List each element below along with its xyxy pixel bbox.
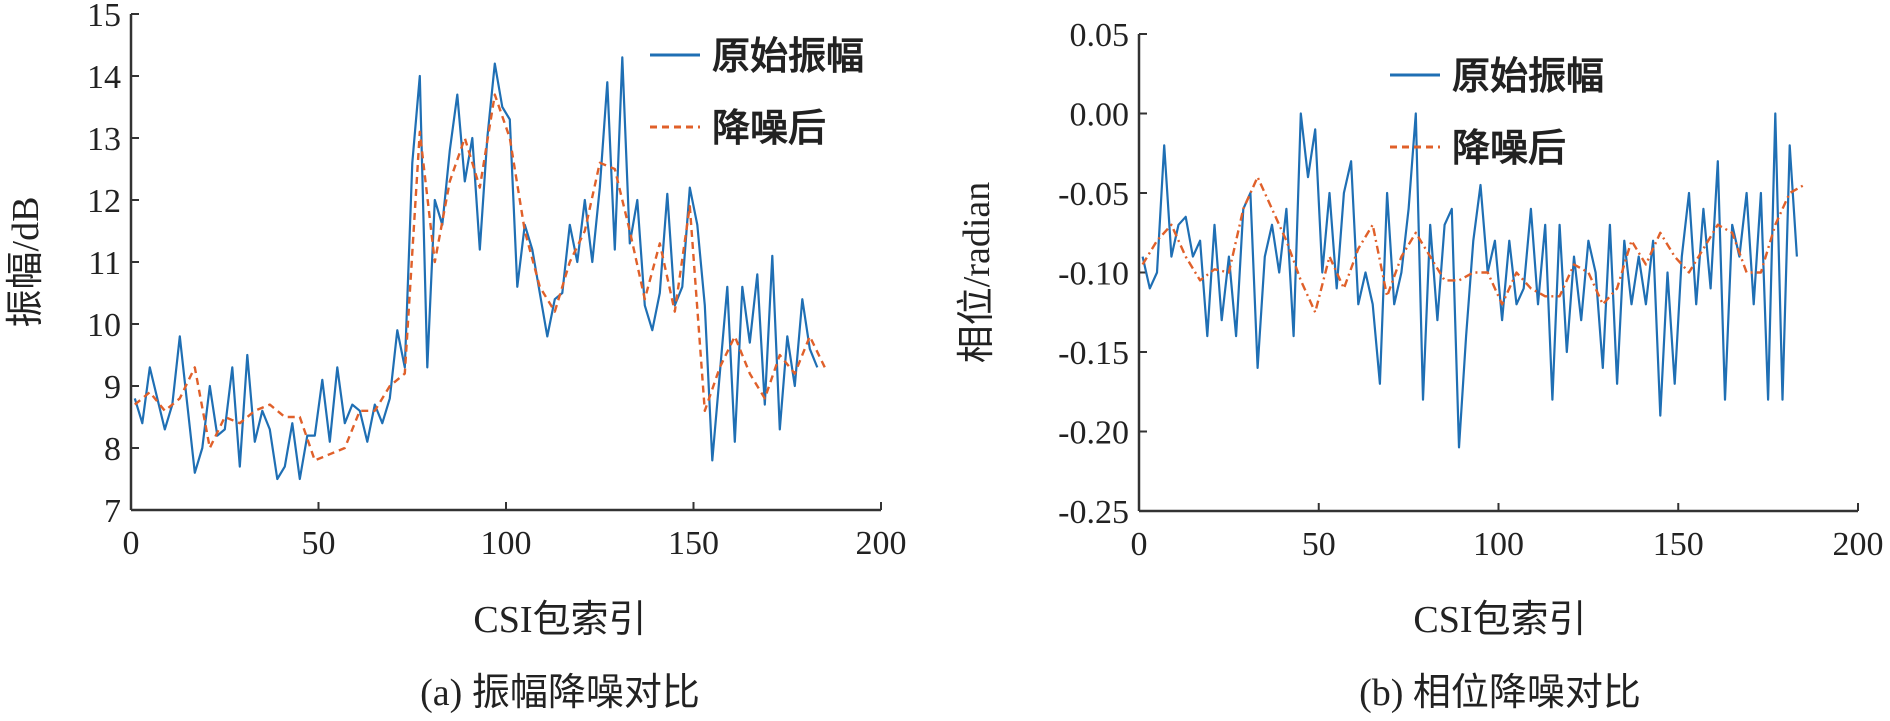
x-tick-label: 0 <box>1131 526 1148 563</box>
y-tick-label: 0.05 <box>1070 17 1130 54</box>
y-tick-label: 7 <box>104 493 121 530</box>
y-tick-label: 13 <box>87 121 121 158</box>
y-tick-label: 10 <box>87 307 121 344</box>
x-tick-label: 50 <box>302 525 336 562</box>
x-axis-label: CSI包索引 <box>1413 599 1586 641</box>
subplot-caption: (a) 振幅降噪对比 <box>420 672 700 714</box>
x-tick-label: 200 <box>1833 526 1884 563</box>
y-tick-label: -0.25 <box>1058 494 1129 531</box>
x-tick-label: 0 <box>123 525 140 562</box>
y-tick-label: 0.00 <box>1070 97 1130 134</box>
raw-series-line <box>133 56 819 481</box>
x-tick-label: 100 <box>1473 526 1524 563</box>
y-axis-label: 相位/radian <box>956 182 998 364</box>
raw-series-line <box>1141 112 1798 449</box>
legend-label: 降噪后 <box>1452 126 1566 170</box>
y-tick-label: 11 <box>88 245 121 282</box>
x-tick-label: 200 <box>856 525 907 562</box>
y-tick-label: 12 <box>87 183 121 220</box>
subplot-caption: (b) 相位降噪对比 <box>1359 672 1641 714</box>
x-tick-label: 100 <box>481 525 532 562</box>
y-tick-label: 14 <box>87 59 121 96</box>
legend-label: 原始振幅 <box>1452 54 1604 98</box>
x-tick-label: 150 <box>1653 526 1704 563</box>
y-tick-label: -0.10 <box>1058 256 1129 293</box>
y-axis-label: 振幅/dB <box>5 197 47 328</box>
x-tick-label: 50 <box>1302 526 1336 563</box>
y-tick-label: 8 <box>104 431 121 468</box>
x-tick-label: 150 <box>668 525 719 562</box>
y-tick-label: 15 <box>87 0 121 34</box>
denoised-series-line <box>134 93 826 462</box>
x-axis-label: CSI包索引 <box>473 599 646 641</box>
legend-label: 降噪后 <box>712 106 826 150</box>
y-tick-label: -0.20 <box>1058 415 1129 452</box>
y-tick-label: 9 <box>104 369 121 406</box>
legend-label: 原始振幅 <box>712 34 864 78</box>
y-tick-label: -0.05 <box>1058 176 1129 213</box>
y-tick-label: -0.15 <box>1058 335 1129 372</box>
